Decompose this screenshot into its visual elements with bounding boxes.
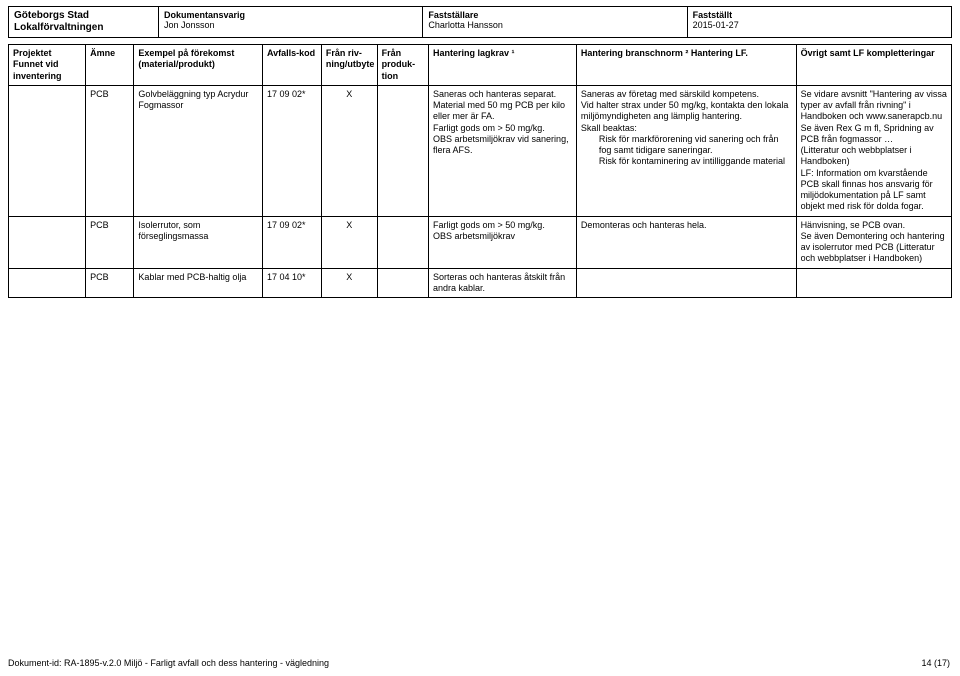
cell-projektet	[9, 85, 86, 216]
header-approved-date: Fastställt 2015-01-27	[687, 7, 951, 38]
logo-cell: Göteborgs Stad Lokalförvaltningen	[9, 7, 159, 38]
page-number: 14 (17)	[921, 658, 950, 668]
header-doc-owner: Dokumentansvarig Jon Jonsson	[159, 7, 423, 38]
cell-projektet	[9, 268, 86, 298]
cell-prod	[377, 85, 428, 216]
doc-id: Dokument-id: RA-1895-v.2.0 Miljö - Farli…	[8, 658, 329, 668]
doc-owner-label: Dokumentansvarig	[164, 10, 245, 20]
cell-ovrigt: Hänvisning, se PCB ovan. Se även Demonte…	[796, 216, 951, 268]
approver-value: Charlotta Hansson	[428, 20, 503, 30]
cell-ovrigt: Se vidare avsnitt "Hantering av vissa ty…	[796, 85, 951, 216]
branschnorm-li2: Risk för kontaminering av intilliggande …	[599, 156, 792, 167]
logo-line1: Göteborgs Stad	[14, 10, 89, 21]
cell-branschnorm: Saneras av företag med särskild kompeten…	[576, 85, 796, 216]
table-row: PCB Isolerrutor, som förseglingsmassa 17…	[9, 216, 952, 268]
col-lagkrav: Hantering lagkrav ¹	[429, 45, 577, 86]
table-row: PCB Kablar med PCB-haltig olja 17 04 10*…	[9, 268, 952, 298]
col-riv: Från riv-ning/utbyte	[321, 45, 377, 86]
cell-branschnorm	[576, 268, 796, 298]
approved-value: 2015-01-27	[693, 20, 739, 30]
cell-material: Isolerrutor, som förseglingsmassa	[134, 216, 263, 268]
cell-prod	[377, 268, 428, 298]
logo-line2: Lokalförvaltningen	[14, 22, 103, 33]
branschnorm-li1: Risk för markförorening vid sanering och…	[599, 134, 792, 157]
header-table: Göteborgs Stad Lokalförvaltningen Dokume…	[8, 6, 952, 38]
header-approver: Fastställare Charlotta Hansson	[423, 7, 687, 38]
cell-amne: PCB	[86, 268, 134, 298]
branschnorm-intro: Saneras av företag med särskild kompeten…	[581, 89, 792, 134]
cell-amne: PCB	[86, 85, 134, 216]
col-ovrigt: Övrigt samt LF kompletteringar	[796, 45, 951, 86]
col-projektet: Projektet Funnet vid inventering	[9, 45, 86, 86]
cell-kod: 17 09 02*	[262, 85, 321, 216]
cell-material: Kablar med PCB-haltig olja	[134, 268, 263, 298]
col-prod: Från produk-tion	[377, 45, 428, 86]
cell-lagkrav: Farligt gods om > 50 mg/kg. OBS arbetsmi…	[429, 216, 577, 268]
cell-amne: PCB	[86, 216, 134, 268]
cell-kod: 17 09 02*	[262, 216, 321, 268]
cell-projektet	[9, 216, 86, 268]
cell-prod	[377, 216, 428, 268]
doc-owner-value: Jon Jonsson	[164, 20, 215, 30]
approved-label: Fastställt	[693, 10, 733, 20]
col-branschnorm: Hantering branschnorm ² Hantering LF.	[576, 45, 796, 86]
col-material: Exempel på förekomst (material/produkt)	[134, 45, 263, 86]
approver-label: Fastställare	[428, 10, 478, 20]
cell-ovrigt	[796, 268, 951, 298]
table-row: PCB Golvbeläggning typ Acrydur Fogmassor…	[9, 85, 952, 216]
cell-lagkrav: Sorteras och hanteras åtskilt från andra…	[429, 268, 577, 298]
col-avfalls: Avfalls-kod	[262, 45, 321, 86]
cell-riv: X	[321, 216, 377, 268]
cell-branschnorm: Demonteras och hanteras hela.	[576, 216, 796, 268]
cell-riv: X	[321, 268, 377, 298]
cell-material: Golvbeläggning typ Acrydur Fogmassor	[134, 85, 263, 216]
table-header-row: Projektet Funnet vid inventering Ämne Ex…	[9, 45, 952, 86]
cell-lagkrav: Saneras och hanteras separat. Material m…	[429, 85, 577, 216]
col-amne: Ämne	[86, 45, 134, 86]
main-table: Projektet Funnet vid inventering Ämne Ex…	[8, 44, 952, 298]
footer: Dokument-id: RA-1895-v.2.0 Miljö - Farli…	[8, 658, 950, 668]
cell-kod: 17 04 10*	[262, 268, 321, 298]
cell-riv: X	[321, 85, 377, 216]
